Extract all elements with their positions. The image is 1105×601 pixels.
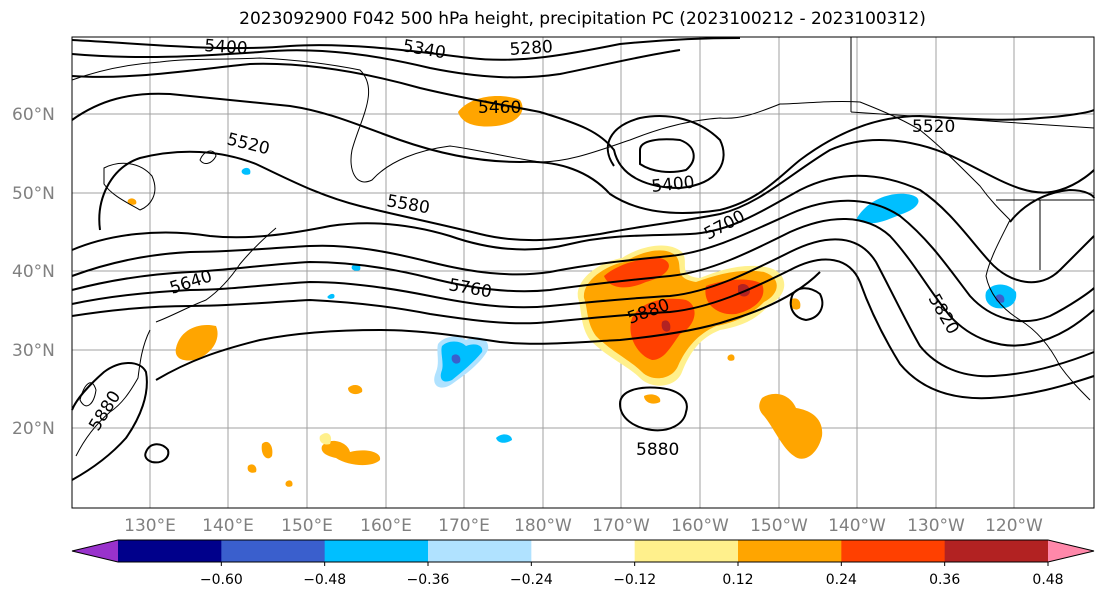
colorbar-extend-high: [1048, 540, 1094, 562]
lon-label-170e: 170°E: [438, 516, 490, 536]
colorbar-segment: [118, 540, 222, 562]
longitude-labels: 130°E 140°E 150°E 160°E 170°E 180°W 170°…: [124, 516, 1043, 536]
latitude-labels: 60°N 50°N 40°N 30°N 20°N: [12, 105, 55, 439]
colorbar-segment: [531, 540, 636, 562]
map-frame: [71, 36, 1095, 509]
lat-label-40n: 40°N: [12, 262, 55, 282]
contour-label-5880-s: 5880: [636, 440, 679, 460]
colorbar-segment: [324, 540, 429, 562]
colorbar-tick-label: 0.48: [1032, 572, 1063, 588]
colorbar-tick-label: −0.60: [200, 572, 243, 588]
colorbar-tick-label: 0.36: [929, 572, 960, 588]
political-borders: [850, 37, 1095, 270]
lat-label-50n: 50°N: [12, 184, 55, 204]
lon-label-160w: 160°W: [671, 516, 729, 536]
lat-label-20n: 20°N: [12, 419, 55, 439]
colorbar-segment: [221, 540, 326, 562]
map-background: [72, 37, 1094, 508]
colorbar-tick-label: −0.24: [510, 572, 553, 588]
lat-label-30n: 30°N: [12, 341, 55, 361]
contour-label-5400-b: 5400: [650, 173, 695, 197]
lon-label-140e: 140°E: [202, 516, 254, 536]
contour-label-5460: 5460: [478, 98, 521, 118]
lon-label-120w: 120°W: [985, 516, 1043, 536]
colorbar: −0.60 −0.48 −0.36 −0.24 −0.12 0.12 0.24 0.36 0.4…: [71, 539, 1095, 588]
lon-label-150w: 150°W: [750, 516, 808, 536]
colorbar-segment: [738, 540, 842, 562]
colorbar-segment: [634, 540, 739, 562]
lon-label-160e: 160°E: [360, 516, 412, 536]
contour-label-5280: 5280: [509, 37, 554, 60]
colorbar-tick-label: −0.36: [407, 572, 450, 588]
lon-label-130w: 130°W: [907, 516, 965, 536]
lon-label-170w: 170°W: [592, 516, 650, 536]
lon-label-180w: 180°W: [514, 516, 572, 536]
colorbar-tick-label: −0.12: [613, 572, 656, 588]
colorbar-segment: [841, 540, 946, 562]
colorbar-outline: [71, 539, 1095, 563]
height-contours: [71, 37, 1095, 481]
lon-label-140w: 140°W: [828, 516, 886, 536]
contour-label-5400-a: 5400: [204, 36, 249, 59]
colorbar-tick-label: 0.24: [826, 572, 857, 588]
colorbar-extend-low: [72, 540, 118, 562]
contour-label-5520-e: 5520: [912, 117, 955, 137]
map-title: 2023092900 F042 500 hPa height, precipit…: [239, 9, 926, 29]
colorbar-tick-label: 0.12: [722, 572, 753, 588]
colorbar-segment: [944, 540, 1049, 562]
lon-label-130e: 130°E: [124, 516, 176, 536]
coastlines: [71, 57, 1091, 457]
colorbar-tick-label: −0.48: [303, 572, 346, 588]
colorbar-segment: [428, 540, 532, 562]
lon-label-150e: 150°E: [281, 516, 333, 536]
lat-label-60n: 60°N: [12, 105, 55, 125]
